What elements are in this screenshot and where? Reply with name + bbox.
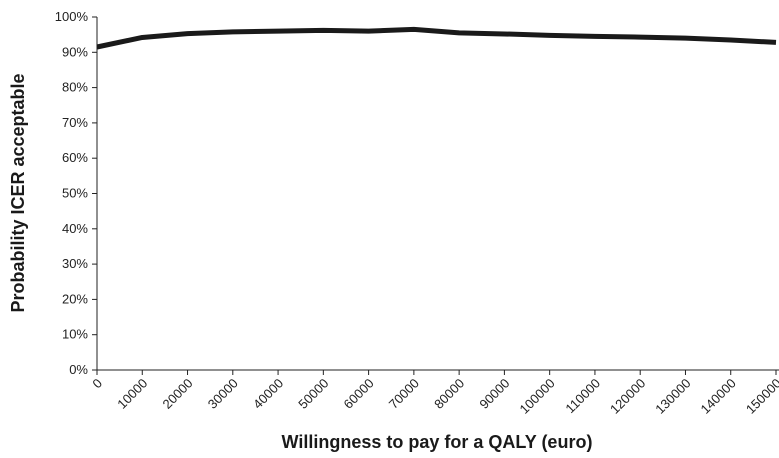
y-tick-label: 40% bbox=[62, 221, 88, 236]
x-tick-label: 140000 bbox=[698, 376, 739, 417]
x-tick-label: 130000 bbox=[652, 376, 693, 417]
y-tick-label: 0% bbox=[69, 362, 88, 377]
x-tick-label: 50000 bbox=[295, 376, 331, 412]
y-tick-label: 60% bbox=[62, 150, 88, 165]
x-tick-label: 10000 bbox=[114, 376, 150, 412]
x-tick-label: 60000 bbox=[341, 376, 377, 412]
y-tick-label: 30% bbox=[62, 256, 88, 271]
x-tick-label: 110000 bbox=[562, 376, 603, 417]
x-tick-label: 90000 bbox=[476, 376, 512, 412]
x-tick-label: 120000 bbox=[607, 376, 648, 417]
x-tick-label: 70000 bbox=[386, 376, 422, 412]
x-tick-label: 40000 bbox=[250, 376, 286, 412]
x-tick-label: 80000 bbox=[431, 376, 467, 412]
y-tick-label: 80% bbox=[62, 80, 88, 95]
y-tick-label: 50% bbox=[62, 186, 88, 201]
y-tick-label: 90% bbox=[62, 44, 88, 59]
y-tick-label: 100% bbox=[55, 9, 89, 24]
x-tick-label: 0 bbox=[89, 376, 105, 392]
y-tick-label: 20% bbox=[62, 291, 88, 306]
x-axis-title: Willingness to pay for a QALY (euro) bbox=[282, 432, 593, 452]
y-axis-title: Probability ICER acceptable bbox=[8, 73, 28, 312]
data-line bbox=[96, 26, 777, 50]
x-tick-label: 150000 bbox=[743, 376, 779, 417]
y-tick-label: 70% bbox=[62, 115, 88, 130]
y-tick-label: 10% bbox=[62, 327, 88, 342]
x-tick-label: 20000 bbox=[159, 376, 195, 412]
x-tick-label: 30000 bbox=[205, 376, 241, 412]
x-tick-label: 100000 bbox=[516, 376, 557, 417]
